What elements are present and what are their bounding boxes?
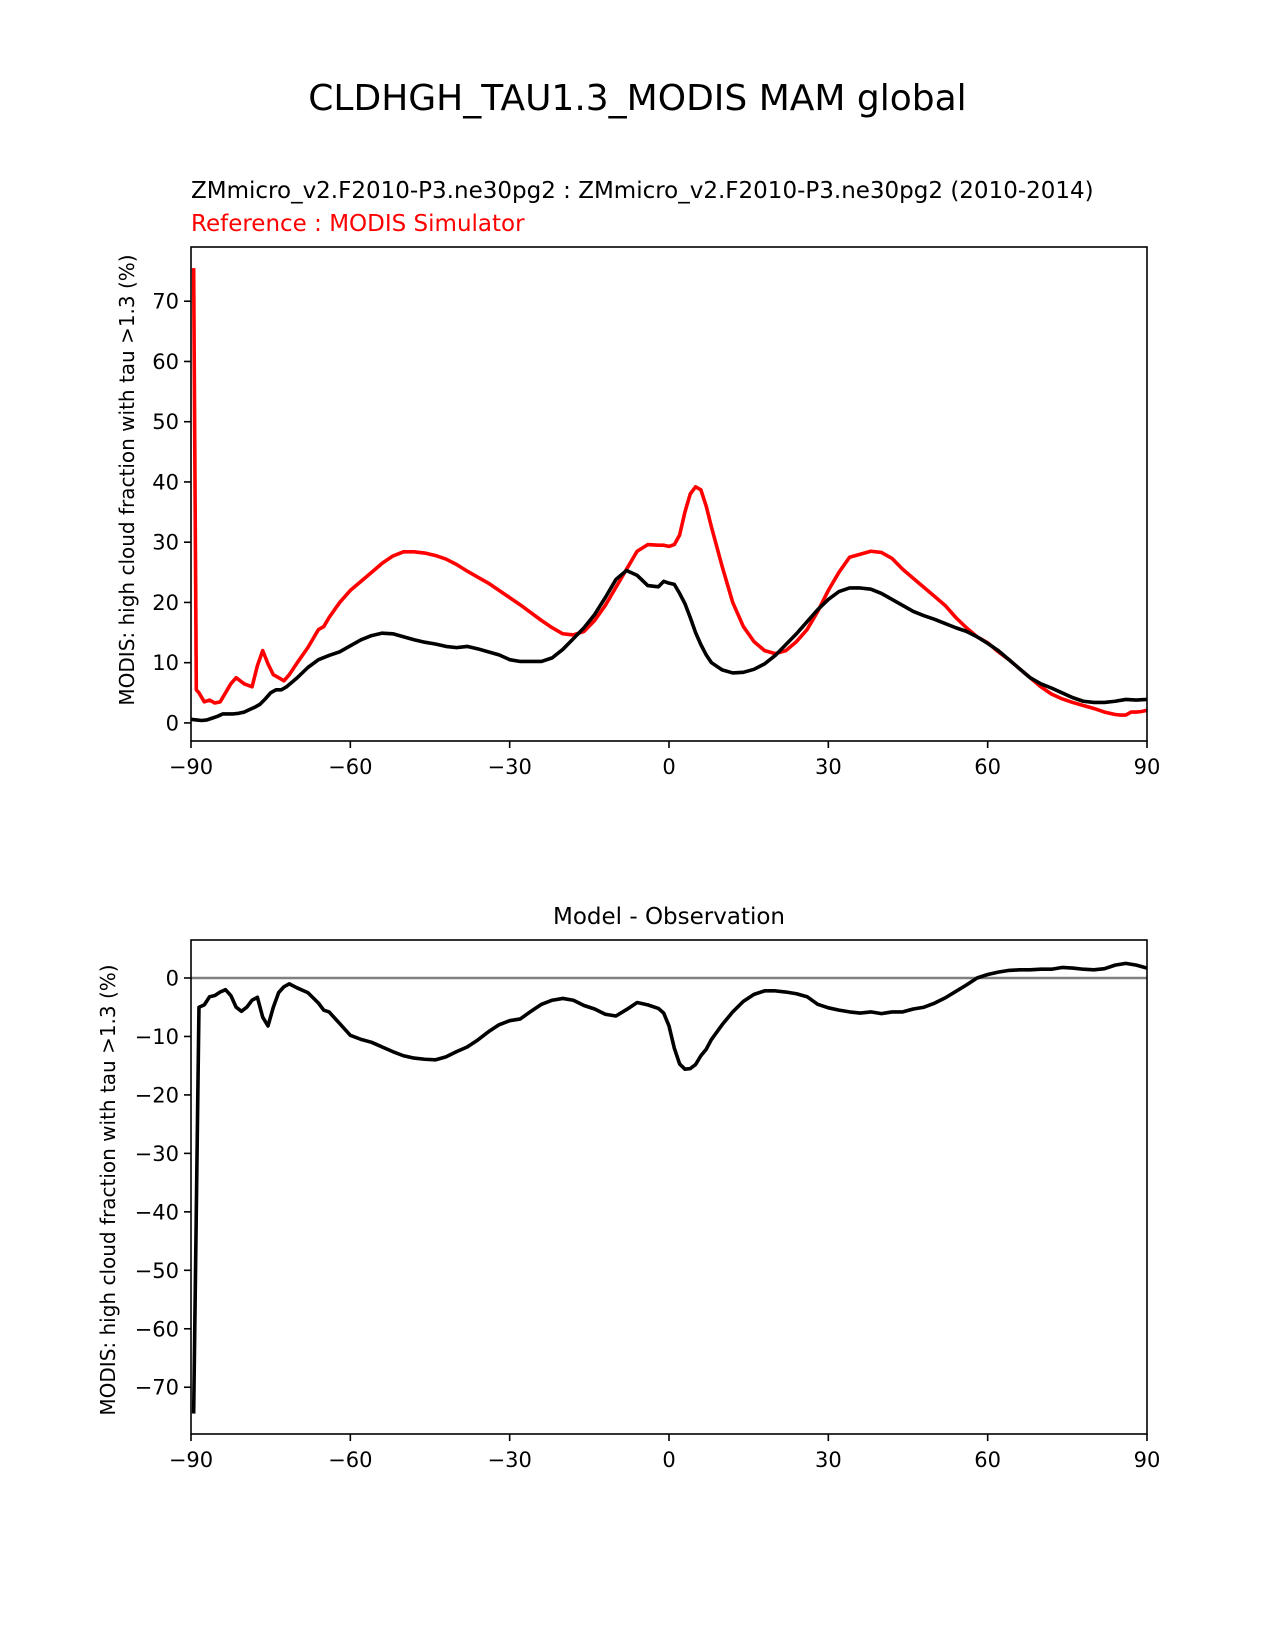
top-chart-x-tick-label: −30 xyxy=(488,755,532,779)
bottom-chart-y-tick-label: 0 xyxy=(166,967,179,991)
top-chart-x-tick-label: 90 xyxy=(1134,755,1161,779)
top-chart-title: ZMmicro_v2.F2010-P3.ne30pg2 : ZMmicro_v2… xyxy=(191,178,1094,204)
bottom-chart-x-tick-label: 0 xyxy=(662,1448,675,1472)
top-chart-y-tick-label: 40 xyxy=(152,470,179,494)
top-chart-y-tick-label: 30 xyxy=(152,531,179,555)
top-chart-plot-area: −90 −60 −30 0 30 60 90 0 10 20 30 40 50 60 70 xyxy=(152,246,1161,779)
bottom-chart-y-tick-label: −70 xyxy=(135,1376,179,1400)
bottom-chart-series-line-0 xyxy=(191,961,1147,1414)
top-chart-x-tick-label: −90 xyxy=(169,755,213,779)
bottom-chart-plot-area: −90 −60 −30 0 30 60 90 0 −10 −20 −30 −40 −50 −60 −70 xyxy=(135,939,1161,1472)
top-chart: ZMmicro_v2.F2010-P3.ne30pg2 : ZMmicro_v2… xyxy=(115,178,1160,779)
bottom-chart-x-tick-label: 60 xyxy=(974,1448,1001,1472)
bottom-chart-y-tick-label: −30 xyxy=(135,1142,179,1166)
top-chart-frame xyxy=(190,246,1148,742)
bottom-chart-y-tick-label: −50 xyxy=(135,1259,179,1283)
top-chart-y-tick-label: 70 xyxy=(152,290,179,314)
bottom-chart-x-tick-label: −30 xyxy=(488,1448,532,1472)
top-chart-x-tick-label: 0 xyxy=(662,755,675,779)
bottom-chart-x-tick-label: 90 xyxy=(1134,1448,1161,1472)
bottom-chart-title: Model - Observation xyxy=(553,904,785,930)
top-chart-series-line-0 xyxy=(191,268,1147,717)
top-chart-subtitle: Reference : MODIS Simulator xyxy=(191,211,525,237)
bottom-chart-y-tick-label: −10 xyxy=(135,1025,179,1049)
bottom-chart-y-tick-label: −20 xyxy=(135,1083,179,1107)
top-chart-x-tick-label: 30 xyxy=(815,755,842,779)
top-chart-x-tick-label: −60 xyxy=(328,755,372,779)
top-chart-series-line-1 xyxy=(191,568,1147,723)
top-chart-y-tick-label: 10 xyxy=(152,651,179,675)
figure-title: CLDHGH_TAU1.3_MODIS MAM global xyxy=(308,78,966,119)
bottom-chart-y-axis-label: MODIS: high cloud fraction with tau >1.3… xyxy=(96,964,120,1415)
bottom-chart: Model - Observation MODIS: high cloud fr… xyxy=(96,904,1160,1472)
top-chart-y-tick-label: 0 xyxy=(166,711,179,735)
bottom-chart-x-tick-label: −60 xyxy=(328,1448,372,1472)
top-chart-x-tick-label: 60 xyxy=(974,755,1001,779)
bottom-chart-x-tick-label: 30 xyxy=(815,1448,842,1472)
top-chart-y-axis-label: MODIS: high cloud fraction with tau >1.3… xyxy=(115,254,139,705)
bottom-chart-frame xyxy=(190,939,1148,1435)
top-chart-y-tick-label: 60 xyxy=(152,350,179,374)
bottom-chart-x-tick-label: −90 xyxy=(169,1448,213,1472)
top-chart-y-tick-label: 50 xyxy=(152,410,179,434)
bottom-chart-y-tick-label: −40 xyxy=(135,1200,179,1224)
top-chart-y-tick-label: 20 xyxy=(152,591,179,615)
bottom-chart-y-tick-label: −60 xyxy=(135,1317,179,1341)
